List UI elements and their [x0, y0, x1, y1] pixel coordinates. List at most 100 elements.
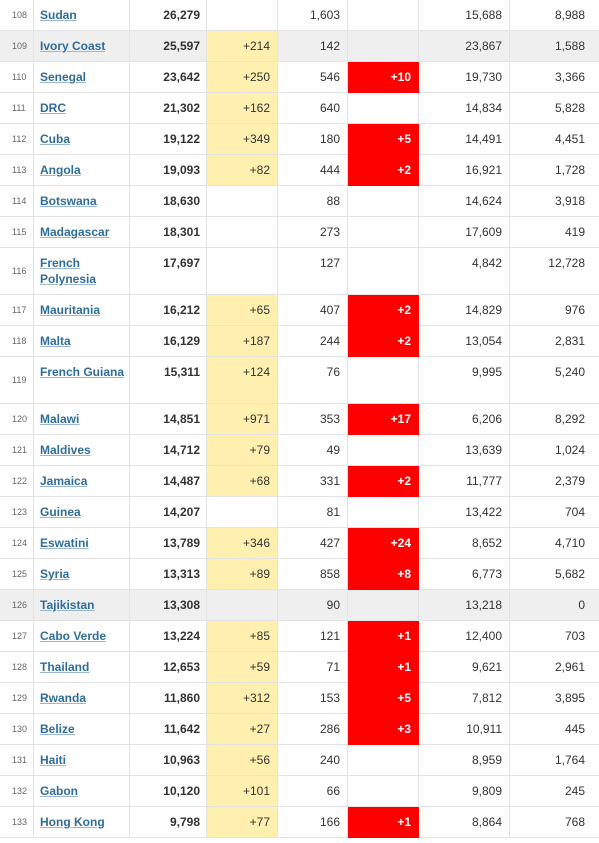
new-cases-cell: +85 — [207, 621, 278, 652]
country-link[interactable]: Malawi — [40, 412, 80, 426]
table-row: 121 Maldives 14,712 +79 49 13,639 1,024 — [0, 435, 599, 466]
country-link[interactable]: Botswana — [40, 194, 97, 208]
total-cases-cell: 10,120 — [130, 776, 207, 807]
new-cases-cell — [207, 248, 278, 295]
total-deaths-cell: 273 — [278, 217, 348, 248]
country-link[interactable]: Cuba — [40, 132, 70, 146]
total-cases: 13,313 — [163, 567, 200, 581]
total-deaths-cell: 90 — [278, 590, 348, 621]
new-cases: +162 — [242, 101, 270, 115]
country-link[interactable]: Angola — [40, 163, 81, 177]
new-cases: +971 — [242, 412, 270, 426]
total-recovered-cell: 8,652 — [419, 528, 510, 559]
total-deaths-cell: 407 — [278, 295, 348, 326]
country-link-cell: DRC — [34, 93, 130, 124]
total-deaths: 166 — [319, 815, 340, 829]
total-recovered-cell: 13,422 — [419, 497, 510, 528]
total-cases: 11,860 — [163, 691, 200, 705]
country-link[interactable]: Maldives — [40, 443, 91, 457]
total-cases: 23,642 — [163, 70, 200, 84]
country-link[interactable]: Guinea — [40, 505, 81, 519]
country-link-cell: Angola — [34, 155, 130, 186]
active-cases-cell: 1,588 — [510, 31, 599, 62]
row-number: 117 — [12, 304, 27, 315]
country-link-cell: Haiti — [34, 745, 130, 776]
row-number: 126 — [12, 599, 28, 610]
table-row: 126 Tajikistan 13,308 90 13,218 0 — [0, 590, 599, 621]
active-cases: 2,961 — [554, 660, 585, 674]
new-cases-cell: +346 — [207, 528, 278, 559]
total-recovered-cell: 9,809 — [419, 776, 510, 807]
total-deaths-cell: 66 — [278, 776, 348, 807]
row-number: 130 — [12, 723, 28, 734]
new-deaths: +2 — [397, 474, 411, 488]
country-link[interactable]: Hong Kong — [40, 815, 105, 829]
country-link[interactable]: Belize — [40, 722, 75, 736]
table-row: 128 Thailand 12,653 +59 71 +1 9,621 2,961 — [0, 652, 599, 683]
table-row: 113 Angola 19,093 +82 444 +2 16,921 1,728 — [0, 155, 599, 186]
total-cases-cell: 11,860 — [130, 683, 207, 714]
country-link-cell: Tajikistan — [34, 590, 130, 621]
total-cases: 11,642 — [163, 722, 200, 736]
new-cases-cell: +124 — [207, 357, 278, 404]
new-cases-cell: +56 — [207, 745, 278, 776]
row-number-cell: 116 — [0, 248, 34, 295]
new-deaths: +5 — [397, 691, 411, 705]
active-cases-cell: 245 — [510, 776, 599, 807]
country-link[interactable]: Sudan — [40, 8, 77, 22]
active-cases: 1,728 — [554, 163, 585, 177]
country-link[interactable]: Syria — [40, 567, 70, 581]
row-number-cell: 118 — [0, 326, 34, 357]
active-cases-cell: 3,918 — [510, 186, 599, 217]
total-cases-cell: 18,630 — [130, 186, 207, 217]
total-recovered-cell: 6,773 — [419, 559, 510, 590]
row-number: 122 — [12, 475, 28, 486]
country-link[interactable]: French Guiana — [40, 365, 125, 379]
new-deaths-cell: +2 — [348, 326, 419, 357]
total-recovered: 14,491 — [465, 132, 502, 146]
total-deaths-cell: 353 — [278, 404, 348, 435]
new-deaths-cell — [348, 93, 419, 124]
country-link[interactable]: Rwanda — [40, 691, 87, 705]
total-deaths-cell: 286 — [278, 714, 348, 745]
new-cases: +77 — [249, 815, 270, 829]
country-link[interactable]: Madagascar — [40, 225, 110, 239]
country-link[interactable]: Cabo Verde — [40, 629, 107, 643]
country-link[interactable]: Mauritania — [40, 303, 101, 317]
country-link[interactable]: Senegal — [40, 70, 87, 84]
country-link[interactable]: Haiti — [40, 753, 67, 767]
active-cases-cell: 2,379 — [510, 466, 599, 497]
total-cases: 10,120 — [163, 784, 200, 798]
new-deaths-cell: +10 — [348, 62, 419, 93]
total-cases: 25,597 — [163, 39, 200, 53]
new-cases: +56 — [249, 753, 270, 767]
country-link-cell: Cuba — [34, 124, 130, 155]
total-recovered: 10,911 — [466, 722, 502, 736]
country-link[interactable]: French Polynesia — [40, 256, 97, 286]
total-cases-cell: 21,302 — [130, 93, 207, 124]
total-deaths: 121 — [319, 629, 340, 643]
new-deaths: +1 — [397, 629, 411, 643]
country-link[interactable]: Eswatini — [40, 536, 89, 550]
active-cases-cell: 3,895 — [510, 683, 599, 714]
country-link[interactable]: Malta — [40, 334, 71, 348]
total-recovered-cell: 11,777 — [419, 466, 510, 497]
total-deaths: 240 — [319, 753, 340, 767]
row-number: 123 — [12, 506, 28, 517]
table-row: 122 Jamaica 14,487 +68 331 +2 11,777 2,379 — [0, 466, 599, 497]
country-link[interactable]: Gabon — [40, 784, 78, 798]
row-number: 114 — [12, 195, 27, 206]
total-recovered: 16,921 — [465, 163, 502, 177]
row-number: 111 — [12, 102, 26, 113]
country-link[interactable]: Jamaica — [40, 474, 88, 488]
new-cases: +101 — [242, 784, 270, 798]
active-cases: 8,292 — [554, 412, 585, 426]
row-number: 108 — [12, 9, 28, 20]
country-link[interactable]: Tajikistan — [40, 598, 95, 612]
country-link[interactable]: Ivory Coast — [40, 39, 106, 53]
row-number-cell: 113 — [0, 155, 34, 186]
country-link[interactable]: DRC — [40, 101, 66, 115]
country-link[interactable]: Thailand — [40, 660, 90, 674]
total-deaths: 153 — [319, 691, 340, 705]
total-cases: 17,697 — [163, 256, 200, 270]
